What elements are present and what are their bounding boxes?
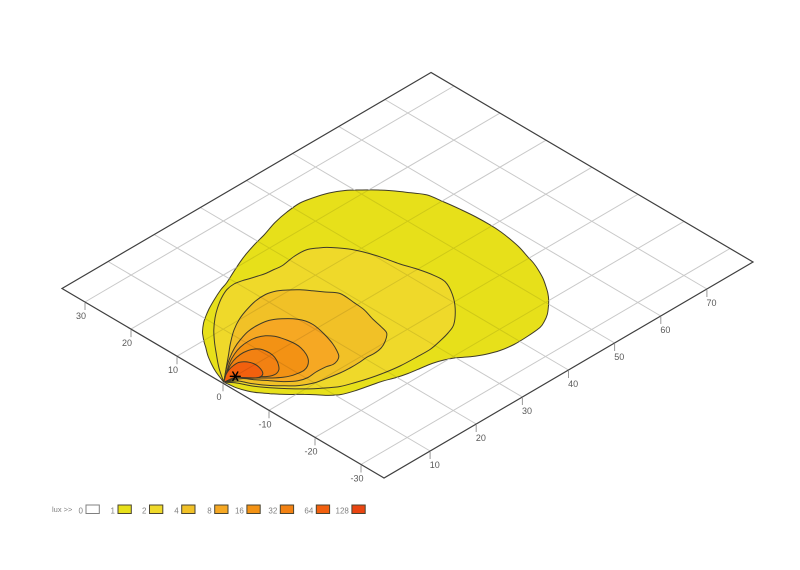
svg-text:32: 32 xyxy=(268,507,277,516)
svg-text:10: 10 xyxy=(168,365,178,375)
svg-text:30: 30 xyxy=(522,406,532,416)
svg-text:64: 64 xyxy=(304,507,313,516)
svg-text:20: 20 xyxy=(476,433,486,443)
svg-text:2: 2 xyxy=(142,507,147,516)
svg-text:40: 40 xyxy=(568,379,578,389)
svg-text:0: 0 xyxy=(216,392,221,402)
svg-text:20: 20 xyxy=(122,338,132,348)
svg-text:4: 4 xyxy=(174,507,179,516)
svg-text:128: 128 xyxy=(336,507,350,516)
svg-text:30: 30 xyxy=(76,311,86,321)
svg-text:lux >>: lux >> xyxy=(52,505,73,514)
svg-text:50: 50 xyxy=(614,352,624,362)
svg-text:0: 0 xyxy=(79,507,84,516)
svg-text:-20: -20 xyxy=(304,446,317,456)
svg-text:-30: -30 xyxy=(350,474,363,484)
svg-text:1: 1 xyxy=(111,507,116,516)
svg-text:60: 60 xyxy=(660,325,670,335)
svg-text:70: 70 xyxy=(706,298,716,308)
svg-text:16: 16 xyxy=(235,507,244,516)
svg-text:-10: -10 xyxy=(258,419,271,429)
svg-text:8: 8 xyxy=(207,507,212,516)
svg-text:10: 10 xyxy=(430,460,440,470)
